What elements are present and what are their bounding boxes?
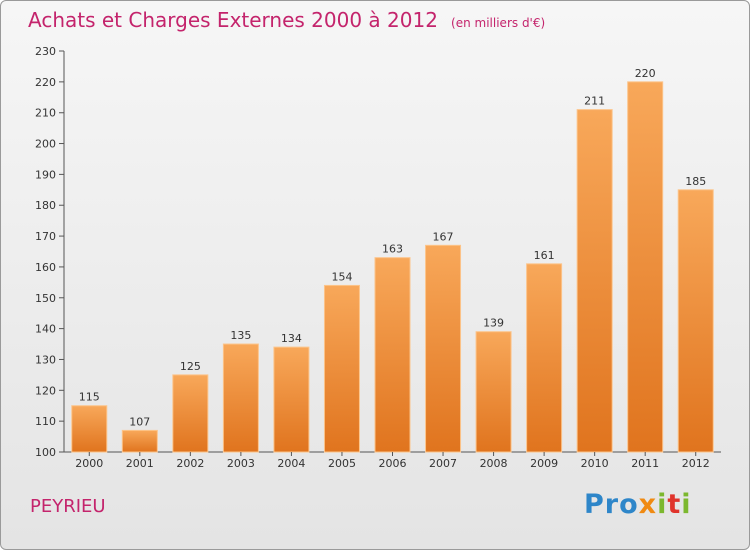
bar bbox=[323, 284, 360, 453]
town-name: PEYRIEU bbox=[30, 496, 106, 517]
y-tick-label: 180 bbox=[35, 199, 56, 212]
x-tick-label: 2001 bbox=[126, 457, 154, 470]
bar bbox=[576, 109, 613, 453]
y-tick-label: 200 bbox=[35, 138, 56, 151]
bar bbox=[222, 343, 259, 453]
bar-value-label: 125 bbox=[180, 360, 201, 373]
y-tick-label: 130 bbox=[35, 353, 56, 366]
x-tick-label: 2002 bbox=[176, 457, 204, 470]
bar bbox=[425, 244, 462, 453]
y-tick-label: 150 bbox=[35, 292, 56, 305]
logo-part-1: Pro bbox=[584, 489, 639, 520]
chart-title: Achats et Charges Externes 2000 à 2012 (… bbox=[28, 8, 545, 32]
bar-value-label: 154 bbox=[331, 270, 352, 283]
bar-value-label: 139 bbox=[483, 317, 504, 330]
x-tick-label: 2007 bbox=[429, 457, 457, 470]
bar bbox=[475, 331, 512, 453]
bar-value-label: 167 bbox=[433, 230, 454, 243]
bar-value-label: 107 bbox=[129, 415, 150, 428]
bar-value-label: 185 bbox=[685, 175, 706, 188]
y-tick-label: 110 bbox=[35, 415, 56, 428]
y-tick-label: 190 bbox=[35, 168, 56, 181]
proxiti-logo: Proxiti bbox=[584, 489, 692, 520]
bar bbox=[121, 429, 158, 453]
logo-part-3: i bbox=[657, 489, 668, 520]
bar-value-label: 161 bbox=[534, 249, 555, 262]
bar-value-label: 163 bbox=[382, 243, 403, 256]
logo-part-4: t bbox=[667, 489, 682, 520]
x-tick-label: 2004 bbox=[277, 457, 305, 470]
bar-value-label: 220 bbox=[635, 67, 656, 80]
y-tick-label: 170 bbox=[35, 230, 56, 243]
x-tick-label: 2009 bbox=[530, 457, 558, 470]
bar bbox=[677, 189, 714, 453]
x-tick-label: 2006 bbox=[379, 457, 407, 470]
bar-value-label: 115 bbox=[79, 391, 100, 404]
bar bbox=[71, 405, 108, 453]
x-tick-label: 2010 bbox=[581, 457, 609, 470]
bar-value-label: 211 bbox=[584, 95, 605, 108]
bar bbox=[374, 257, 411, 453]
logo-part-2: x bbox=[638, 489, 658, 520]
y-tick-label: 140 bbox=[35, 323, 56, 336]
bar-value-label: 134 bbox=[281, 332, 302, 345]
bar bbox=[273, 346, 310, 453]
bar bbox=[627, 81, 664, 453]
bar-value-label: 135 bbox=[230, 329, 251, 342]
y-tick-label: 160 bbox=[35, 261, 56, 274]
logo-part-5: i bbox=[681, 489, 692, 520]
x-tick-label: 2012 bbox=[682, 457, 710, 470]
y-tick-label: 100 bbox=[35, 446, 56, 459]
x-tick-label: 2008 bbox=[480, 457, 508, 470]
bar bbox=[172, 374, 209, 453]
y-tick-label: 120 bbox=[35, 384, 56, 397]
y-tick-label: 220 bbox=[35, 76, 56, 89]
x-tick-label: 2000 bbox=[75, 457, 103, 470]
x-tick-label: 2011 bbox=[631, 457, 659, 470]
x-tick-label: 2005 bbox=[328, 457, 356, 470]
chart-unit-text: (en milliers d'€) bbox=[451, 16, 546, 30]
chart-title-text: Achats et Charges Externes 2000 à 2012 bbox=[28, 8, 438, 32]
y-tick-label: 230 bbox=[35, 45, 56, 58]
bar bbox=[526, 263, 563, 453]
x-tick-label: 2003 bbox=[227, 457, 255, 470]
y-tick-label: 210 bbox=[35, 107, 56, 120]
